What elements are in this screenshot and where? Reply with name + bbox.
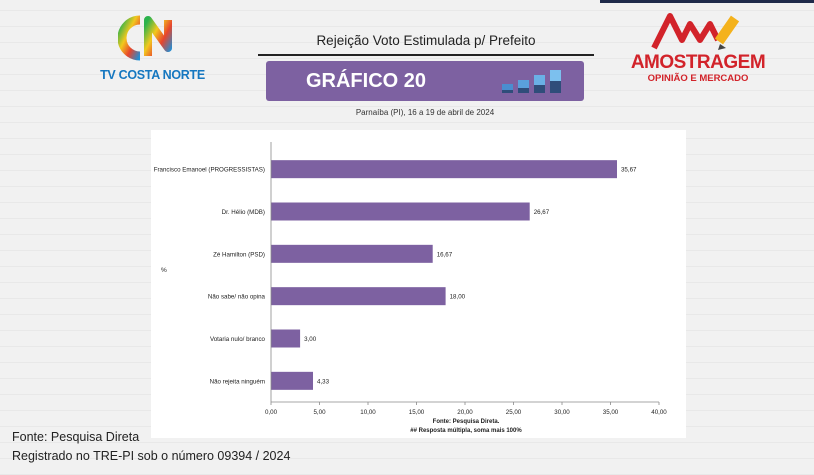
x-tick-label: 30,00 xyxy=(554,409,570,416)
tv-logo-icon xyxy=(118,15,172,61)
bar xyxy=(271,202,530,221)
data-label: 26,67 xyxy=(534,209,550,216)
title-divider xyxy=(258,54,594,56)
chart-panel: Francisco Emanoel (PROGRESSISTAS) 35,67 Dr… xyxy=(151,130,686,438)
x-tick-label: 40,00 xyxy=(651,409,667,416)
data-label: 16,67 xyxy=(437,251,453,258)
footer-source: Fonte: Pesquisa Direta xyxy=(12,430,140,444)
chart-multi-note: ## Resposta múltipla, soma mais 100% xyxy=(410,428,522,434)
bar xyxy=(271,329,301,348)
category-label: Votaria nulo/ branco xyxy=(210,336,266,343)
x-tick-label: 25,00 xyxy=(506,409,522,416)
brand-name: AMOSTRAGEM xyxy=(630,52,766,73)
category-label: Francisco Emanoel (PROGRESSISTAS) xyxy=(154,167,265,174)
page-title: Rejeição Voto Estimulada p/ Prefeito xyxy=(316,33,536,48)
bar xyxy=(271,371,314,390)
x-tick-label: 0,00 xyxy=(265,409,278,416)
tv-costa-norte-logo: TV COSTA NORTE xyxy=(90,14,215,84)
bar xyxy=(271,244,433,263)
chart-badge-banner: GRÁFICO 20 xyxy=(266,61,584,101)
x-tick-label: 15,00 xyxy=(409,409,425,416)
category-label: Zé Hamilton (PSD) xyxy=(213,251,265,258)
x-tick-label: 10,00 xyxy=(360,409,376,416)
category-label: Não rejeita ninguém xyxy=(210,378,265,385)
data-label: 4,33 xyxy=(317,378,330,385)
data-label: 18,00 xyxy=(450,294,466,301)
brand-tagline: OPINIÃO E MERCADO xyxy=(647,73,749,84)
data-label: 3,00 xyxy=(304,336,317,343)
bar xyxy=(271,287,446,306)
x-tick-label: 35,00 xyxy=(603,409,619,416)
chart-badge-label: GRÁFICO 20 xyxy=(305,70,427,92)
category-label: Não sabe/ não opina xyxy=(208,294,266,301)
location-date: Parnaíba (PI), 16 a 19 de abril de 2024 xyxy=(355,108,495,117)
x-tick-label: 20,00 xyxy=(457,409,473,416)
rejection-bar-chart: Francisco Emanoel (PROGRESSISTAS) 35,67 Dr… xyxy=(154,142,667,434)
x-tick-label: 5,00 xyxy=(313,409,326,416)
amostragem-mark-icon xyxy=(651,13,740,50)
data-label: 35,67 xyxy=(621,167,637,174)
amostragem-logo: AMOSTRAGEM OPINIÃO E MERCADO xyxy=(618,10,778,90)
bar xyxy=(271,160,617,179)
y-axis-label: % xyxy=(161,267,167,274)
category-label: Dr. Hélio (MDB) xyxy=(222,209,265,216)
tv-logo-name: TV COSTA NORTE xyxy=(100,68,205,82)
bar-chart-icon xyxy=(502,70,561,93)
footer-registration: Registrado no TRE-PI sob o número 09394 … xyxy=(12,449,291,463)
top-accent-bar xyxy=(600,0,814,3)
chart-source-note: Fonte: Pesquisa Direta. xyxy=(433,419,500,425)
